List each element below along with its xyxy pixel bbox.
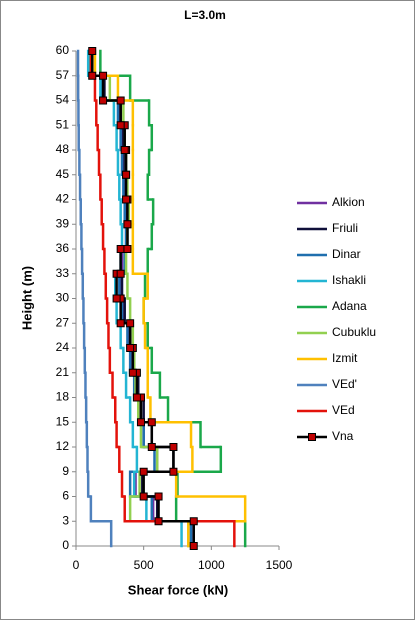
marker [99,71,108,80]
y-tick-label: 54 [56,93,70,107]
marker [154,517,163,526]
marker [116,96,125,105]
marker [189,517,198,526]
x-tick-label: 1000 [198,558,225,572]
marker [88,47,97,55]
marker [116,245,125,253]
y-axis-title: Height (m) [19,266,34,330]
marker [112,294,121,303]
y-tick-label: 18 [56,390,70,404]
marker [99,96,108,105]
marker [154,492,163,501]
x-tick-label: 500 [134,558,154,572]
y-tick-label: 24 [56,340,70,354]
series-6 [93,49,247,548]
y-tick-label: 45 [56,167,70,181]
marker [122,195,131,204]
marker [116,121,125,130]
marker [147,443,156,451]
legend-label: VEd [332,403,355,417]
y-tick-label: 6 [62,489,69,503]
y-tick-label: 57 [56,68,70,82]
marker [169,467,178,476]
legend-label: Ishakli [332,273,366,287]
x-axis-title: Shear force (kN) [128,582,228,597]
marker [169,443,178,451]
legend-label: Dinar [332,247,361,261]
legend-label: VEd' [332,377,357,391]
legend-label: Izmit [332,351,358,365]
y-tick-label: 3 [62,513,69,527]
marker [126,344,135,352]
y-tick-label: 0 [62,538,69,552]
marker [139,467,148,476]
marker [189,542,198,550]
series-9 [88,47,198,550]
marker [126,319,135,328]
x-tick-label: 1500 [266,558,293,572]
y-tick-label: 42 [56,192,70,206]
y-tick-label: 51 [56,117,70,131]
x-tick-label: 0 [73,558,80,572]
marker [123,245,132,253]
legend-label: Friuli [332,221,358,235]
marker [116,319,125,328]
marker [123,220,132,229]
marker [122,170,131,179]
legend-label: Adana [332,299,367,313]
y-tick-label: 36 [56,241,70,255]
marker [128,368,137,377]
marker [147,418,156,427]
legend-label: Alkion [332,195,365,209]
chart-title: L=3.0m [184,8,226,22]
marker [88,71,97,80]
legend-label: Cubuklu [332,325,376,339]
y-tick-label: 60 [56,43,70,57]
y-tick-label: 9 [62,464,69,478]
marker [139,492,148,501]
y-tick-label: 12 [56,439,70,453]
marker [132,393,141,402]
y-tick-label: 48 [56,142,70,156]
y-tick-label: 27 [56,315,70,329]
legend-label: Vna [332,429,354,443]
series-7 [76,49,113,548]
y-tick-label: 39 [56,216,70,230]
marker [136,418,145,427]
marker [116,269,125,278]
marker [120,146,129,154]
y-tick-label: 30 [56,291,70,305]
y-tick-label: 33 [56,266,70,280]
y-tick-label: 21 [56,365,70,379]
legend-marker [308,433,316,441]
y-tick-label: 15 [56,414,70,428]
